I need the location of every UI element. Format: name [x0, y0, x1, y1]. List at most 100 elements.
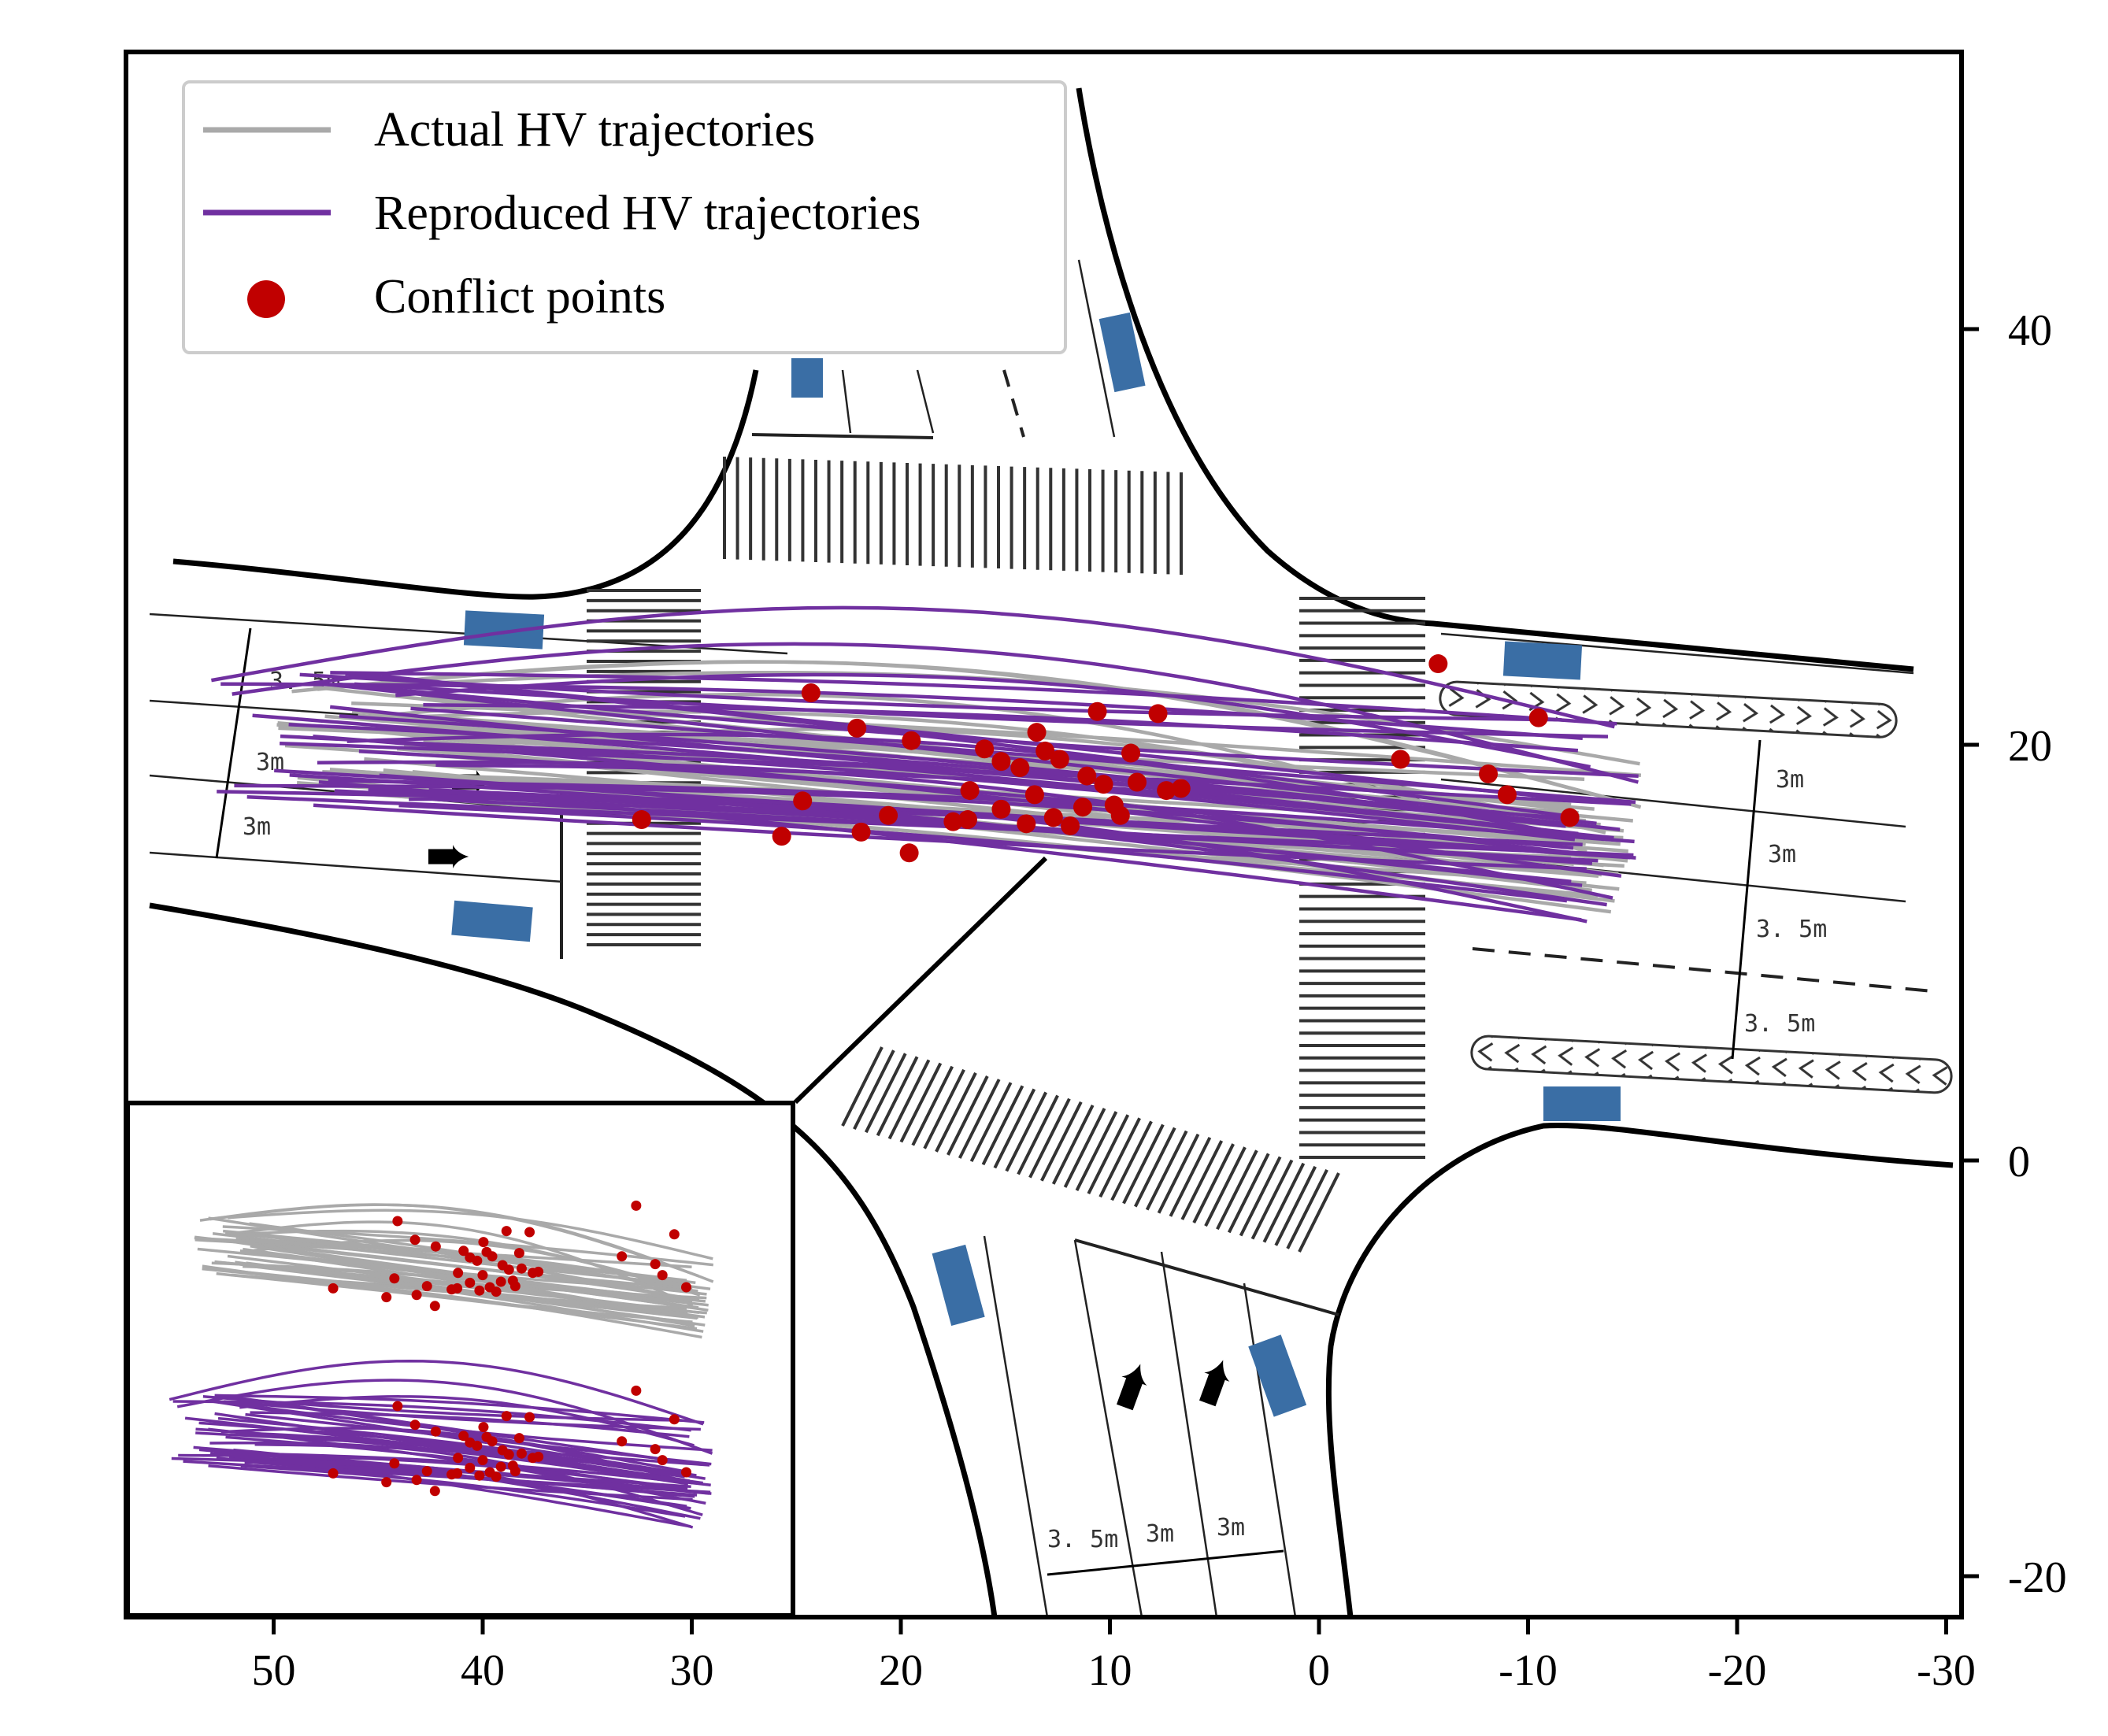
inset-panel: [125, 1101, 795, 1618]
conflict-point: [1024, 785, 1044, 805]
inset-reproduced-conflict-point: [631, 1385, 642, 1396]
inset-actual-conflict-point: [481, 1246, 492, 1257]
inset-reproduced-conflict-point: [617, 1436, 628, 1447]
west-lane-line-4: [149, 851, 564, 883]
conflict-point: [847, 718, 867, 738]
inset-reproduced-conflict-point: [478, 1422, 489, 1433]
crosswalk-stripe: [1227, 1153, 1270, 1234]
reproduced-trajectory-line: [232, 642, 1639, 784]
inset-actual-panel: [194, 1200, 714, 1339]
inset-reproduced-conflict-point: [392, 1401, 403, 1412]
inset-reproduced-trajectory-line: [214, 1394, 705, 1424]
crosswalk-stripe: [923, 1068, 965, 1149]
reproduced-trajectory-line: [379, 773, 1583, 846]
conflict-point-layer: [632, 654, 1580, 863]
conflict-point: [1010, 758, 1030, 778]
conflict-point: [1528, 708, 1548, 727]
inset-actual-conflict-point: [478, 1237, 489, 1248]
inset-actual-conflict-point: [446, 1284, 458, 1295]
south-lane-line-3: [1160, 1251, 1218, 1617]
crosswalk-stripe: [1204, 1146, 1247, 1227]
crosswalk-stripe: [1180, 1140, 1224, 1220]
inset-reproduced-conflict-point: [474, 1470, 485, 1481]
inset-actual-conflict-point: [631, 1200, 642, 1211]
inset-reproduced-conflict-point: [657, 1455, 668, 1466]
inset-reproduced-trajectory-line: [250, 1411, 690, 1438]
crosswalk-stripe: [853, 1049, 895, 1130]
inset-actual-conflict-point: [381, 1292, 392, 1303]
inset-reproduced-conflict-point: [650, 1444, 661, 1455]
reproduced-trajectory-line: [328, 779, 1635, 844]
crosswalk-stripe: [1075, 1111, 1118, 1191]
inset-reproduced-conflict-point: [533, 1451, 544, 1462]
conflict-point: [1035, 741, 1055, 761]
inset-actual-conflict-point: [430, 1241, 441, 1252]
conflict-point: [975, 739, 995, 759]
reproduced-trajectory-line: [345, 672, 1574, 819]
conflict-point: [991, 799, 1011, 819]
plot-frame: [124, 50, 1964, 1619]
north-lane-line-1: [841, 369, 852, 434]
crosswalk-stripe: [1028, 1097, 1071, 1179]
inset-actual-conflict-point: [472, 1255, 483, 1266]
inset-actual-trajectory-line: [231, 1273, 702, 1339]
bike-lane-icon-7: [932, 1244, 985, 1327]
crosswalk-stripe: [993, 1088, 1036, 1169]
road-edge-nw: [172, 369, 759, 600]
inset-actual-conflict-point: [657, 1270, 668, 1281]
crosswalk-stripe: [1262, 1162, 1306, 1243]
north-lane-line-3: [1077, 259, 1116, 438]
inset-reproduced-conflict-point: [481, 1431, 492, 1442]
inset-actual-conflict-point: [516, 1263, 527, 1274]
conflict-point: [1017, 814, 1036, 834]
y-axis: 40 20 0 -20: [1962, 306, 2067, 1602]
conflict-point: [1087, 701, 1107, 721]
crosswalk-stripe: [1017, 1094, 1059, 1175]
south-stop-line: [1074, 1238, 1339, 1316]
reproduced-trajectory-line: [339, 714, 1621, 831]
inset-actual-conflict-point: [524, 1227, 535, 1238]
inset-actual-conflict-point: [465, 1277, 476, 1288]
road-edge-se: [1325, 1123, 1954, 1617]
lane-arrow-icon-s1: ➨: [1090, 1349, 1173, 1422]
inset-reproduced-conflict-point: [501, 1411, 512, 1422]
inset-reproduced-conflict-point: [472, 1440, 483, 1451]
conflict-point: [772, 827, 791, 846]
legend-box: [182, 80, 1067, 354]
legend-swatch-conflict: [247, 280, 285, 318]
dim-label-e2: 3m: [1768, 841, 1796, 868]
reproduced-trajectory-line: [398, 803, 1568, 903]
conflict-point: [1497, 785, 1517, 805]
crosswalk-stripe: [1122, 1123, 1165, 1205]
inset-reproduced-conflict-point: [495, 1461, 506, 1472]
inset-actual-trajectory-line: [224, 1231, 693, 1301]
north-lane-line-2: [916, 369, 935, 434]
x-tick-label: -10: [1499, 1646, 1558, 1695]
reproduced-trajectory-line: [330, 671, 1617, 726]
inset-reproduced-conflict-point: [509, 1466, 521, 1477]
dim-label-s1: 3. 5m: [1047, 1526, 1118, 1553]
inset-reproduced-conflict-point: [411, 1475, 422, 1486]
crosswalk-stripe: [1169, 1136, 1212, 1217]
crosswalk-stripe: [1040, 1101, 1083, 1182]
conflict-point: [1128, 772, 1147, 792]
x-tick-label: -30: [1917, 1646, 1976, 1695]
inset-reproduced-conflict-point: [381, 1477, 392, 1488]
east-lane-dash: [1472, 947, 1942, 994]
south-lane-line-2: [1073, 1239, 1143, 1617]
crosswalk-stripe: [841, 1046, 884, 1127]
crosswalk-stripe: [981, 1085, 1024, 1166]
conflict-point: [1560, 808, 1580, 827]
inset-actual-conflict-point: [458, 1246, 469, 1257]
conflict-point: [1061, 816, 1080, 835]
conflict-point: [879, 805, 898, 825]
conflict-point: [1171, 779, 1191, 798]
x-tick-label: 20: [879, 1646, 923, 1695]
actual-trajectory-line: [291, 660, 1602, 798]
x-tick-label: 30: [670, 1646, 714, 1695]
crosswalk-stripe: [864, 1053, 907, 1134]
bike-lane-icon-3: [791, 358, 823, 398]
x-axis: 50 40 30 20 10 0 -10 -20 -30: [252, 1617, 1976, 1695]
inset-actual-conflict-point: [501, 1226, 512, 1237]
